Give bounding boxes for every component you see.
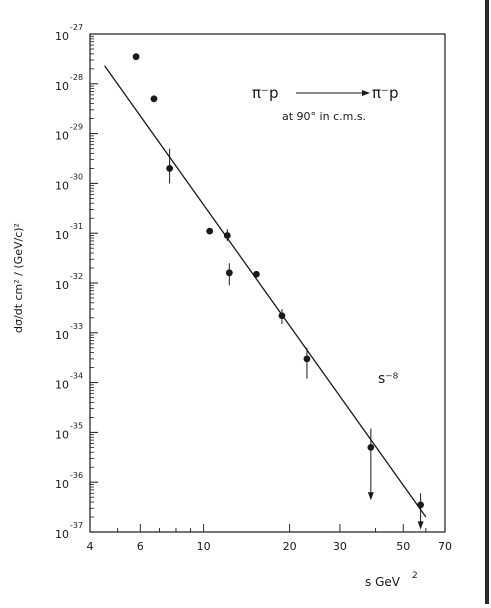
upper-limit-arrow — [367, 492, 374, 501]
data-point — [225, 269, 233, 277]
y-ticks: 10-2710-2810-2910-3010-3110-3210-3310-34… — [55, 23, 98, 541]
data-point — [303, 355, 311, 363]
x-tick-label: 30 — [333, 540, 347, 553]
reaction-arrow-head — [362, 90, 370, 96]
x-tick-label: 6 — [137, 540, 144, 553]
data-point — [223, 232, 231, 239]
y-tick-label-exponent: -36 — [70, 471, 83, 480]
reaction-right: π⁻p — [372, 84, 398, 102]
data-point — [132, 53, 140, 61]
y-tick-label: 10 — [55, 130, 69, 143]
y-tick-label: 10 — [55, 329, 69, 342]
axes — [89, 33, 446, 533]
page-edge — [485, 0, 489, 604]
y-tick-label: 10 — [55, 528, 69, 541]
y-tick-label-exponent: -31 — [70, 222, 83, 231]
y-axis-label: dσ/dt cm² / (GeV/c)² — [12, 223, 25, 333]
y-tick-label: 10 — [55, 478, 69, 491]
data-point — [206, 227, 214, 235]
data-point — [150, 95, 158, 103]
y-tick-label-exponent: -35 — [70, 421, 83, 430]
x-ticks: 4 6 10 20 30 50 70 — [87, 524, 452, 553]
x-tick-label: 70 — [438, 540, 452, 553]
data-point — [367, 443, 375, 451]
y-tick-label-exponent: -29 — [70, 123, 83, 132]
y-tick-label-exponent: -28 — [70, 73, 83, 82]
reaction-left: π⁻p — [252, 84, 278, 102]
y-tick-label: 10 — [55, 379, 69, 392]
data-point — [417, 501, 425, 509]
x-tick-label: 20 — [283, 540, 297, 553]
x-axis-label: s GeV — [365, 575, 401, 589]
data-point — [252, 270, 260, 278]
y-tick-label: 10 — [55, 279, 69, 292]
x-tick-label: 4 — [87, 540, 94, 553]
data-point — [278, 312, 286, 320]
y-tick-label: 10 — [55, 30, 69, 43]
fit-line-group — [104, 65, 427, 518]
y-tick-label-exponent: -33 — [70, 322, 83, 331]
data-point — [166, 165, 174, 172]
plot-frame — [89, 33, 446, 533]
y-tick-label-exponent: -32 — [70, 272, 83, 281]
data-points — [132, 53, 425, 530]
reaction-condition: at 90° in c.m.s. — [282, 110, 366, 123]
x-tick-label: 50 — [396, 540, 410, 553]
x-tick-label: 10 — [197, 540, 211, 553]
x-axis-label-exponent: 2 — [412, 571, 418, 581]
y-tick-label: 10 — [55, 229, 69, 242]
y-tick-label: 10 — [55, 80, 69, 93]
y-tick-label-exponent: -37 — [70, 521, 83, 530]
y-tick-label-exponent: -27 — [70, 23, 83, 32]
y-tick-label: 10 — [55, 428, 69, 441]
y-tick-label: 10 — [55, 179, 69, 192]
fit-line — [104, 65, 427, 518]
y-tick-label-exponent: -34 — [70, 372, 83, 381]
upper-limit-arrow — [417, 521, 424, 530]
y-tick-label-exponent: -30 — [70, 172, 83, 181]
fit-label: s⁻⁸ — [378, 371, 399, 387]
